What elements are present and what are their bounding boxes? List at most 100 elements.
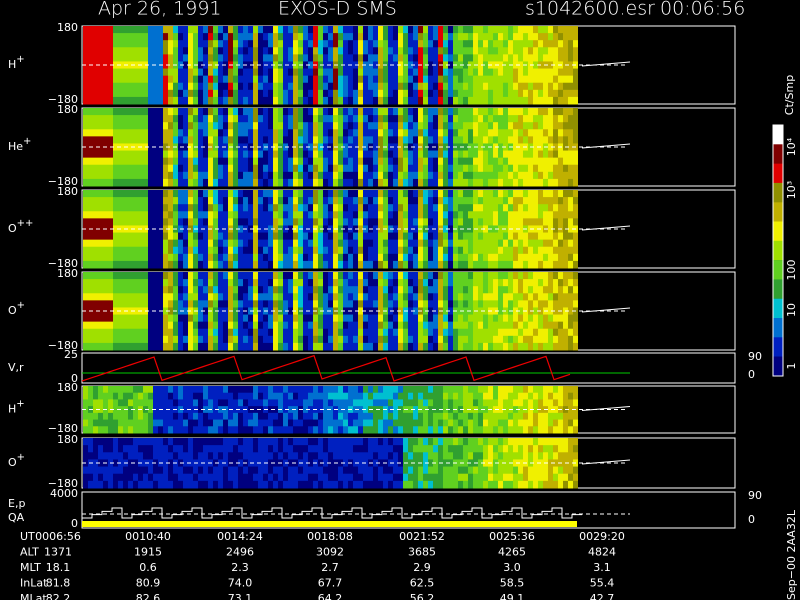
spectrogram-cell	[333, 54, 338, 62]
spectrogram-cell	[378, 178, 383, 187]
spectrogram-cell	[373, 40, 378, 48]
spectrogram-cell	[573, 171, 578, 180]
spectrogram-cell	[218, 426, 223, 434]
spectrogram-cell	[188, 314, 193, 323]
spectrogram-cell	[358, 157, 363, 166]
spectrogram-cell	[408, 178, 413, 187]
spectrogram-cell	[568, 82, 573, 91]
spectrogram-cell	[168, 342, 173, 351]
spectrogram-cell	[128, 426, 133, 434]
spectrogram-cell	[88, 164, 93, 173]
spectrogram-cell	[133, 61, 138, 70]
spectrogram-cell	[198, 190, 203, 198]
spectrogram-cell	[83, 171, 88, 180]
spectrogram-cell	[533, 246, 538, 255]
spectrogram-cell	[448, 143, 453, 152]
spectrogram-cell	[268, 406, 273, 414]
spectrogram-cell	[443, 342, 448, 351]
spectrogram-cell	[193, 82, 198, 91]
spectrogram-cell	[253, 328, 258, 337]
spectrogram-cell	[318, 89, 323, 98]
spectrogram-cell	[108, 68, 113, 77]
spectrogram-cell	[543, 54, 548, 62]
spectrogram-cell	[478, 26, 483, 34]
spectrogram-cell	[308, 307, 313, 316]
spectrogram-cell	[523, 89, 528, 98]
spectrogram-cell	[353, 399, 358, 407]
spectrogram-cell	[568, 342, 573, 351]
spectrogram-cell	[428, 272, 433, 280]
spectrogram-cell	[163, 406, 168, 414]
spectrogram-cell	[463, 75, 468, 84]
spectrogram-cell	[328, 218, 333, 226]
spectrogram-cell	[353, 122, 358, 130]
spectrogram-cell	[153, 386, 158, 394]
spectrogram-cell	[288, 253, 293, 262]
spectrogram-cell	[528, 68, 533, 77]
y-tick-label: −180	[48, 339, 78, 352]
spectrogram-cell	[108, 314, 113, 323]
spectrogram-cell	[328, 178, 333, 187]
spectrogram-cell	[223, 26, 228, 34]
spectrogram-cell	[118, 342, 123, 351]
spectrogram-cell	[243, 286, 248, 294]
spectrogram-cell	[363, 136, 368, 144]
spectrogram-cell	[363, 286, 368, 294]
spectrogram-cell	[548, 260, 553, 269]
spectrogram-cell	[393, 335, 398, 344]
spectrogram-cell	[343, 399, 348, 407]
spectrogram-cell	[298, 129, 303, 137]
spectrogram-cell	[308, 136, 313, 144]
spectrogram-cell	[208, 314, 213, 323]
spectrogram-cell	[193, 26, 198, 34]
spectrogram-cell	[498, 143, 503, 152]
spectrogram-cell	[413, 190, 418, 198]
spectrogram-cell	[393, 419, 398, 427]
spectrogram-cell	[103, 335, 108, 344]
spectrogram-cell	[558, 157, 563, 166]
spectrogram-cell	[153, 239, 158, 248]
spectrogram-cell	[423, 399, 428, 407]
spectrogram-cell	[98, 150, 103, 159]
spectrogram-cell	[338, 164, 343, 173]
spectrogram-cell	[438, 96, 443, 105]
spectrogram-cell	[543, 239, 548, 248]
spectrogram-cell	[108, 399, 113, 407]
spectrogram-cell	[258, 47, 263, 55]
spectrogram-cell	[248, 260, 253, 269]
spectrogram-cell	[103, 33, 108, 41]
spectrogram-cell	[543, 82, 548, 91]
spectrogram-cell	[218, 239, 223, 248]
spectrogram-cell	[98, 108, 103, 116]
spectrogram-cell	[358, 26, 363, 34]
spectrogram-cell	[538, 197, 543, 205]
spectrogram-cell	[508, 246, 513, 255]
spectrogram-cell	[93, 68, 98, 77]
spectrogram-cell	[233, 218, 238, 226]
spectrogram-cell	[378, 412, 383, 421]
spectrogram-cell	[353, 178, 358, 187]
spectrogram-cell	[183, 246, 188, 255]
spectrogram-cell	[358, 225, 363, 234]
spectrogram-cell	[488, 115, 493, 123]
spectrogram-cell	[273, 300, 278, 308]
spectrogram-cell	[243, 122, 248, 130]
spectrogram-cell	[208, 204, 213, 212]
spectrogram-cell	[403, 419, 408, 427]
spectrogram-cell	[348, 89, 353, 98]
spectrogram-cell	[103, 54, 108, 62]
spectrogram-cell	[133, 412, 138, 421]
spectrogram-cell	[538, 33, 543, 41]
spectrogram-cell	[568, 335, 573, 344]
spectrogram-cell	[158, 75, 163, 84]
spectrogram-cell	[258, 246, 263, 255]
spectrogram-cell	[253, 253, 258, 262]
spectrogram-cell	[183, 286, 188, 294]
spectrogram-cell	[223, 115, 228, 123]
spectrogram-cell	[353, 54, 358, 62]
spectrogram-cell	[88, 190, 93, 198]
spectrogram-cell	[348, 33, 353, 41]
spectrogram-cell	[403, 272, 408, 280]
spectrogram-cell	[98, 89, 103, 98]
spectrogram-cell	[258, 293, 263, 301]
